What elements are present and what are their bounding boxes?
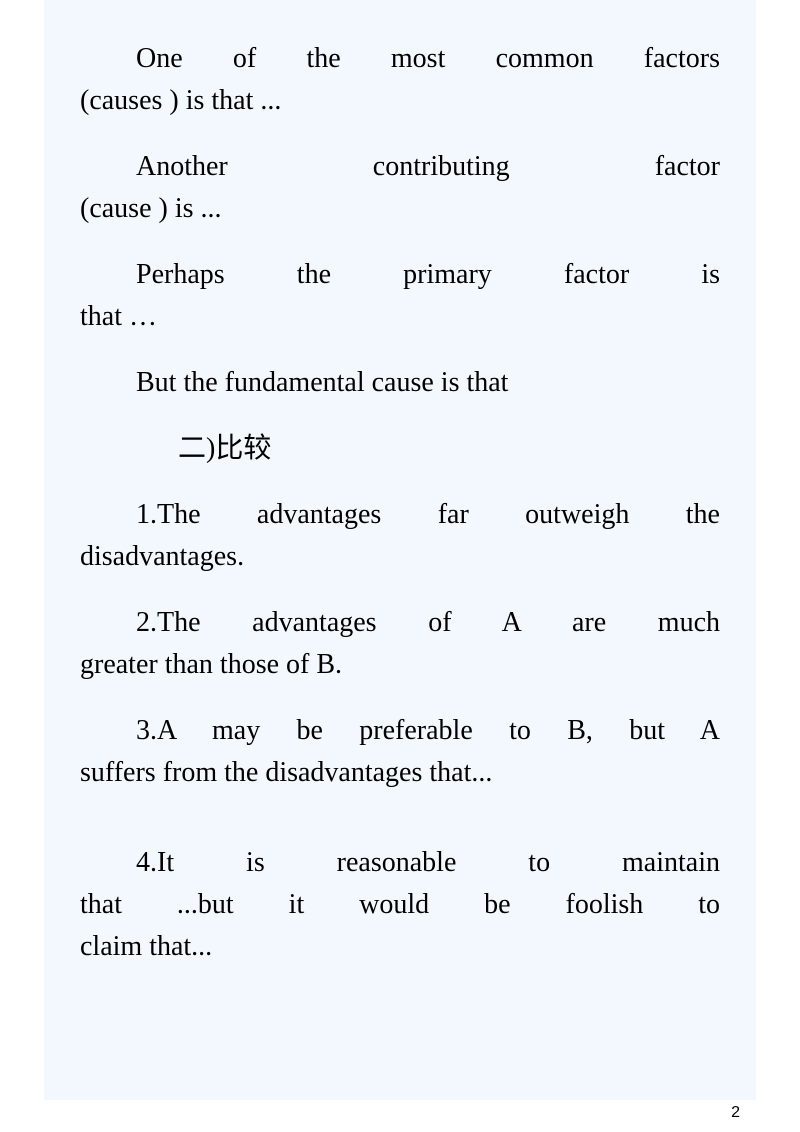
text-line: (cause ) is ... — [80, 188, 720, 230]
text-line: that ...but it would be foolish to — [80, 884, 720, 926]
text-line: 2.The advantages of A are much — [80, 602, 720, 644]
paragraph-7: 3.A may be preferable to B, but A suffer… — [80, 710, 720, 794]
text-line: Perhaps the primary factor is — [80, 254, 720, 296]
section-heading: 二)比较 — [80, 428, 720, 470]
paragraph-4: But the fundamental cause is that — [80, 362, 720, 404]
paragraph-2: Another contributing factor (cause ) is … — [80, 146, 720, 230]
page-number: 2 — [731, 1104, 740, 1122]
text-line: (causes ) is that ... — [80, 80, 720, 122]
text-line: Another contributing factor — [80, 146, 720, 188]
text-line: 1.The advantages far outweigh the — [80, 494, 720, 536]
paragraph-1: One of the most common factors (causes )… — [80, 38, 720, 122]
document-page: One of the most common factors (causes )… — [44, 0, 756, 1100]
text-line: that … — [80, 296, 720, 338]
paragraph-8: 4.It is reasonable to maintain that ...b… — [80, 842, 720, 968]
text-line: suffers from the disadvantages that... — [80, 752, 720, 794]
text-line: But the fundamental cause is that — [80, 362, 720, 404]
text-line: claim that... — [80, 926, 720, 968]
text-line: 4.It is reasonable to maintain — [80, 842, 720, 884]
text-line: greater than those of B. — [80, 644, 720, 686]
paragraph-3: Perhaps the primary factor is that … — [80, 254, 720, 338]
paragraph-5: 1.The advantages far outweigh the disadv… — [80, 494, 720, 578]
text-line: 3.A may be preferable to B, but A — [80, 710, 720, 752]
paragraph-6: 2.The advantages of A are much greater t… — [80, 602, 720, 686]
text-line: One of the most common factors — [80, 38, 720, 80]
text-line: disadvantages. — [80, 536, 720, 578]
